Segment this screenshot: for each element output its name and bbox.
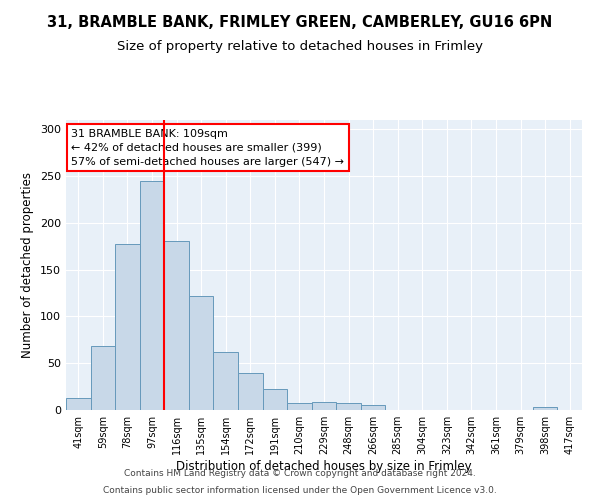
Bar <box>140 181 164 410</box>
Bar <box>361 406 385 410</box>
Bar <box>91 346 115 410</box>
Bar <box>238 372 263 410</box>
Text: 31 BRAMBLE BANK: 109sqm
← 42% of detached houses are smaller (399)
57% of semi-d: 31 BRAMBLE BANK: 109sqm ← 42% of detache… <box>71 128 344 166</box>
X-axis label: Distribution of detached houses by size in Frimley: Distribution of detached houses by size … <box>176 460 472 473</box>
Bar <box>164 240 189 410</box>
Text: Contains public sector information licensed under the Open Government Licence v3: Contains public sector information licen… <box>103 486 497 495</box>
Bar <box>533 407 557 410</box>
Bar <box>312 402 336 410</box>
Bar <box>263 390 287 410</box>
Y-axis label: Number of detached properties: Number of detached properties <box>22 172 34 358</box>
Text: 31, BRAMBLE BANK, FRIMLEY GREEN, CAMBERLEY, GU16 6PN: 31, BRAMBLE BANK, FRIMLEY GREEN, CAMBERL… <box>47 15 553 30</box>
Bar <box>214 352 238 410</box>
Bar <box>287 404 312 410</box>
Bar <box>189 296 214 410</box>
Text: Contains HM Land Registry data © Crown copyright and database right 2024.: Contains HM Land Registry data © Crown c… <box>124 468 476 477</box>
Bar <box>66 398 91 410</box>
Bar <box>336 404 361 410</box>
Bar <box>115 244 140 410</box>
Text: Size of property relative to detached houses in Frimley: Size of property relative to detached ho… <box>117 40 483 53</box>
